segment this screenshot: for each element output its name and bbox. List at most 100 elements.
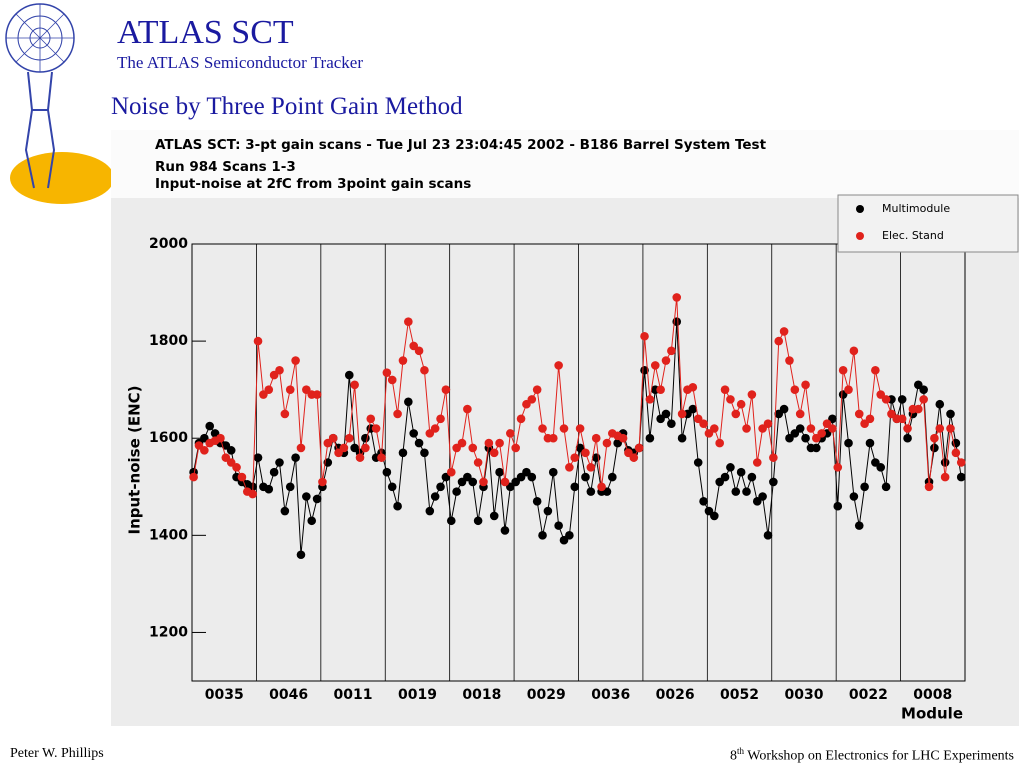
- marker: [849, 492, 859, 501]
- marker: [640, 331, 649, 341]
- marker: [339, 443, 349, 453]
- marker: [795, 424, 805, 433]
- marker: [736, 467, 746, 477]
- event: 8th Workshop on Electronics for LHC Expe…: [730, 746, 1014, 765]
- x-tick-label: 0019: [398, 687, 437, 703]
- marker: [860, 482, 869, 492]
- marker: [538, 424, 547, 433]
- marker: [414, 438, 424, 448]
- marker: [897, 395, 907, 404]
- marker: [752, 458, 762, 467]
- x-tick-label: 0026: [656, 687, 695, 703]
- marker: [538, 531, 547, 540]
- marker: [296, 443, 306, 453]
- marker: [672, 293, 682, 302]
- marker: [527, 395, 537, 404]
- x-tick-label: 0022: [849, 687, 888, 703]
- marker: [387, 375, 397, 385]
- y-tick-label: 1400: [149, 527, 188, 543]
- marker: [903, 424, 912, 433]
- marker: [661, 409, 671, 419]
- marker: [216, 433, 225, 443]
- marker: [833, 463, 843, 472]
- marker: [468, 477, 478, 487]
- marker: [275, 458, 284, 467]
- marker: [393, 409, 402, 419]
- marker: [715, 438, 724, 448]
- event-sup: th: [736, 746, 744, 756]
- marker: [758, 492, 767, 501]
- marker: [801, 433, 810, 443]
- marker: [634, 443, 644, 453]
- marker: [742, 487, 751, 496]
- marker: [495, 467, 504, 477]
- marker: [742, 424, 751, 433]
- author: Peter W. Phillips: [10, 746, 104, 761]
- x-tick-label: 0018: [462, 687, 501, 703]
- marker: [291, 356, 300, 365]
- marker: [285, 385, 295, 394]
- marker: [361, 433, 370, 443]
- marker: [532, 497, 542, 506]
- marker: [404, 317, 413, 326]
- marker: [597, 482, 606, 492]
- marker: [854, 409, 864, 419]
- marker: [838, 365, 848, 375]
- y-axis-label: Input-noise (ENC): [126, 385, 144, 534]
- marker: [527, 472, 537, 482]
- marker: [296, 550, 306, 560]
- marker: [871, 365, 880, 375]
- marker: [844, 438, 853, 448]
- x-tick-label: 0046: [269, 687, 308, 703]
- marker: [629, 453, 639, 462]
- y-tick-label: 1800: [149, 333, 188, 349]
- marker: [763, 419, 773, 428]
- marker: [328, 433, 338, 443]
- marker: [881, 482, 891, 492]
- marker: [291, 453, 300, 462]
- slide-title: Noise by Three Point Gain Method: [111, 93, 463, 120]
- marker: [307, 516, 317, 526]
- marker: [935, 399, 945, 409]
- marker: [473, 458, 483, 467]
- y-tick-label: 2000: [149, 236, 188, 252]
- marker: [302, 492, 311, 501]
- marker: [812, 443, 821, 453]
- marker: [710, 424, 719, 433]
- marker: [430, 424, 440, 433]
- marker: [248, 489, 257, 499]
- marker: [940, 472, 950, 482]
- marker: [854, 521, 864, 530]
- marker: [264, 484, 274, 494]
- marker: [710, 511, 719, 521]
- marker: [586, 487, 596, 496]
- marker: [688, 382, 698, 392]
- marker: [361, 443, 370, 453]
- x-tick-label: 0011: [334, 687, 373, 703]
- marker: [586, 463, 596, 472]
- marker: [779, 327, 789, 336]
- marker: [785, 356, 794, 365]
- x-tick-label: 0029: [527, 687, 566, 703]
- marker: [930, 443, 939, 453]
- marker: [275, 365, 284, 375]
- marker: [693, 458, 703, 467]
- marker: [398, 448, 408, 458]
- marker: [409, 429, 419, 438]
- event-num: 8: [729, 748, 737, 764]
- marker: [919, 385, 928, 394]
- marker: [446, 516, 456, 526]
- marker: [581, 448, 590, 458]
- y-tick-label: 1600: [149, 430, 188, 446]
- marker: [393, 501, 402, 511]
- x-tick-label: 0008: [913, 687, 952, 703]
- series-line: [193, 297, 962, 495]
- marker: [398, 356, 408, 365]
- marker: [881, 395, 891, 404]
- marker: [200, 446, 209, 455]
- marker: [425, 506, 435, 516]
- marker: [833, 501, 843, 511]
- marker: [919, 395, 928, 404]
- chart-subtitle2: Input-noise at 2fC from 3point gain scan…: [155, 176, 471, 192]
- marker: [876, 463, 886, 472]
